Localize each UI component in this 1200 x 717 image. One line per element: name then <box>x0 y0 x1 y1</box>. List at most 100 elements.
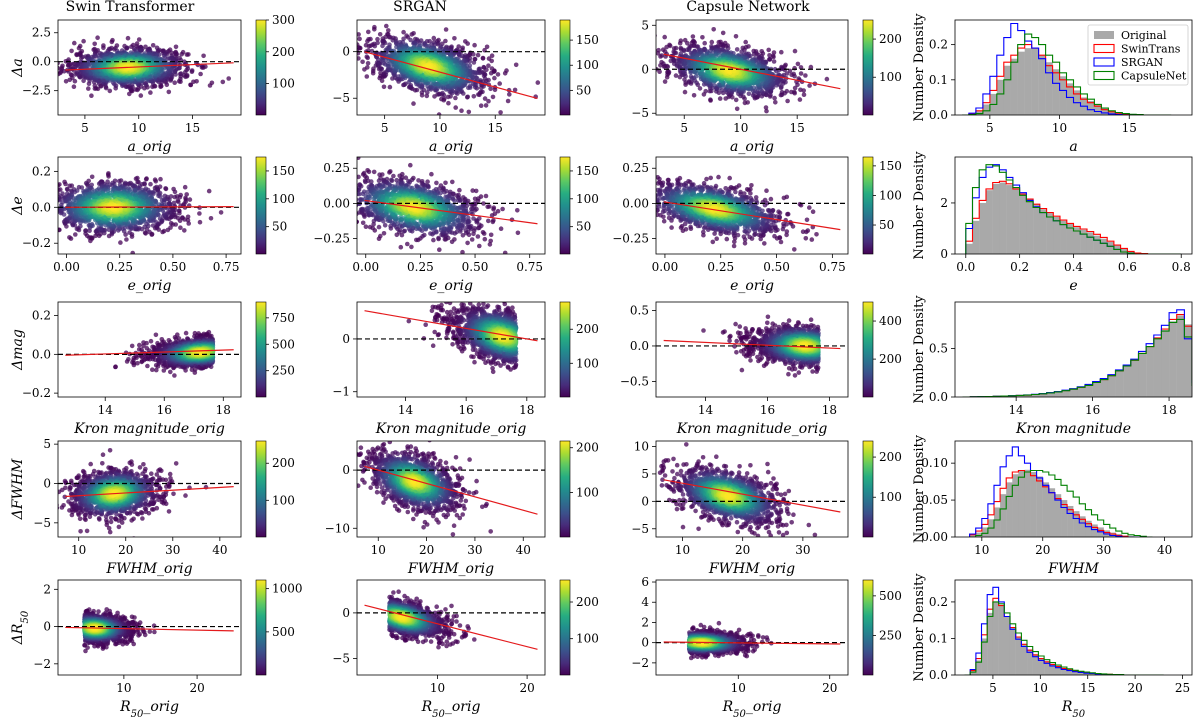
scatter-point <box>712 83 717 88</box>
scatter-point <box>443 38 448 44</box>
scatter-point <box>764 108 769 114</box>
scatter-point <box>425 64 431 69</box>
scatter-point <box>76 45 82 51</box>
scatter-point <box>179 51 184 57</box>
scatter-point <box>380 43 385 49</box>
scatter-point <box>766 47 771 53</box>
scatter-point <box>184 192 189 197</box>
hist-bar-original <box>1108 111 1116 115</box>
scatter-point <box>703 88 708 94</box>
scatter-point <box>176 208 182 213</box>
scatter-point <box>488 86 493 92</box>
scatter-point <box>366 29 371 35</box>
scatter-point <box>142 230 148 236</box>
scatter-point <box>372 43 378 49</box>
scatter-point <box>681 48 687 54</box>
scatter-point <box>478 89 484 95</box>
scatter-point <box>648 40 653 45</box>
scatter-point <box>185 214 191 220</box>
scatter-point <box>662 79 668 84</box>
scatter-point <box>792 48 798 54</box>
scatter-point <box>48 219 53 224</box>
y-tick-label: 0.1 <box>929 73 948 87</box>
scatter-point <box>135 179 140 185</box>
scatter-point <box>42 187 47 192</box>
scatter-point <box>26 210 31 215</box>
scatter-point <box>95 35 100 40</box>
scatter-point <box>751 51 757 57</box>
scatter-point <box>357 36 362 42</box>
x-tick-label: 5 <box>680 121 688 135</box>
scatter-point <box>161 228 167 234</box>
scatter-point <box>700 35 705 40</box>
scatter-point <box>166 89 172 95</box>
scatter-point <box>440 90 445 96</box>
scatter-point <box>107 88 113 94</box>
y-tick-label: 0.0 <box>929 108 948 122</box>
scatter-point <box>101 45 106 51</box>
histogram-bars <box>962 22 1172 115</box>
scatter-point <box>206 188 212 194</box>
y-tick-label: −2.5 <box>22 84 51 98</box>
scatter-point <box>48 215 53 220</box>
scatter-point <box>798 87 803 93</box>
scatter-point <box>81 38 86 44</box>
scatter-point <box>641 53 646 58</box>
scatter-point <box>201 53 206 59</box>
hist-bar-original <box>1038 55 1046 115</box>
x-tick-label: 15 <box>185 121 200 135</box>
scatter-point <box>763 105 769 110</box>
hist-bar-original <box>1052 69 1060 115</box>
scatter-point <box>505 98 511 104</box>
scatter-point <box>69 48 74 54</box>
colorbar <box>255 19 267 116</box>
scatter-point <box>27 213 32 218</box>
y-axis-label: Δa <box>10 58 26 77</box>
scatter-point <box>78 224 83 229</box>
axes-frame <box>954 19 1193 116</box>
scatter-point <box>665 64 671 69</box>
scatter-point <box>189 68 195 73</box>
scatter-point <box>481 73 487 79</box>
scatter-point <box>386 28 391 33</box>
scatter-point <box>662 34 667 40</box>
scatter-point <box>659 53 665 58</box>
hist-bar-original <box>1066 83 1074 115</box>
scatter-point <box>711 27 716 32</box>
scatter-point <box>69 183 75 188</box>
scatter-point <box>409 32 415 37</box>
legend-swatch-capsulenet <box>1093 70 1115 81</box>
scatter-point <box>364 74 370 79</box>
scatter-point <box>198 71 203 77</box>
scatter-point <box>72 78 78 84</box>
x-tick-label: 15 <box>1122 121 1137 135</box>
scatter-point <box>767 57 772 62</box>
scatter-point <box>53 196 58 201</box>
legend-label-original: Original <box>1121 29 1167 42</box>
scatter-point <box>484 44 490 50</box>
scatter-point <box>71 84 77 89</box>
scatter-point <box>767 53 772 58</box>
hist-bar-original <box>1115 112 1123 115</box>
x-tick-label: 10 <box>432 121 447 135</box>
scatter-point <box>63 181 68 187</box>
y-tick-label: −5 <box>332 91 350 105</box>
scatter-point <box>644 48 649 53</box>
y-axis-label: Number Density <box>912 13 927 122</box>
scatter-point <box>379 66 385 72</box>
scatter-point <box>482 96 488 101</box>
scatter-point <box>81 78 86 84</box>
scatter-point <box>486 63 491 68</box>
scatter-point <box>717 96 723 101</box>
scatter-point <box>768 93 773 98</box>
scatter-point <box>92 41 97 47</box>
colorbar-tick-label: 200 <box>272 45 295 59</box>
scatter-point <box>495 72 501 77</box>
scatter-point <box>92 83 98 88</box>
scatter-point <box>647 48 652 53</box>
legend-label-srgan: SRGAN <box>1121 56 1164 69</box>
scatter-point <box>39 223 44 228</box>
scatter-point <box>49 227 54 232</box>
